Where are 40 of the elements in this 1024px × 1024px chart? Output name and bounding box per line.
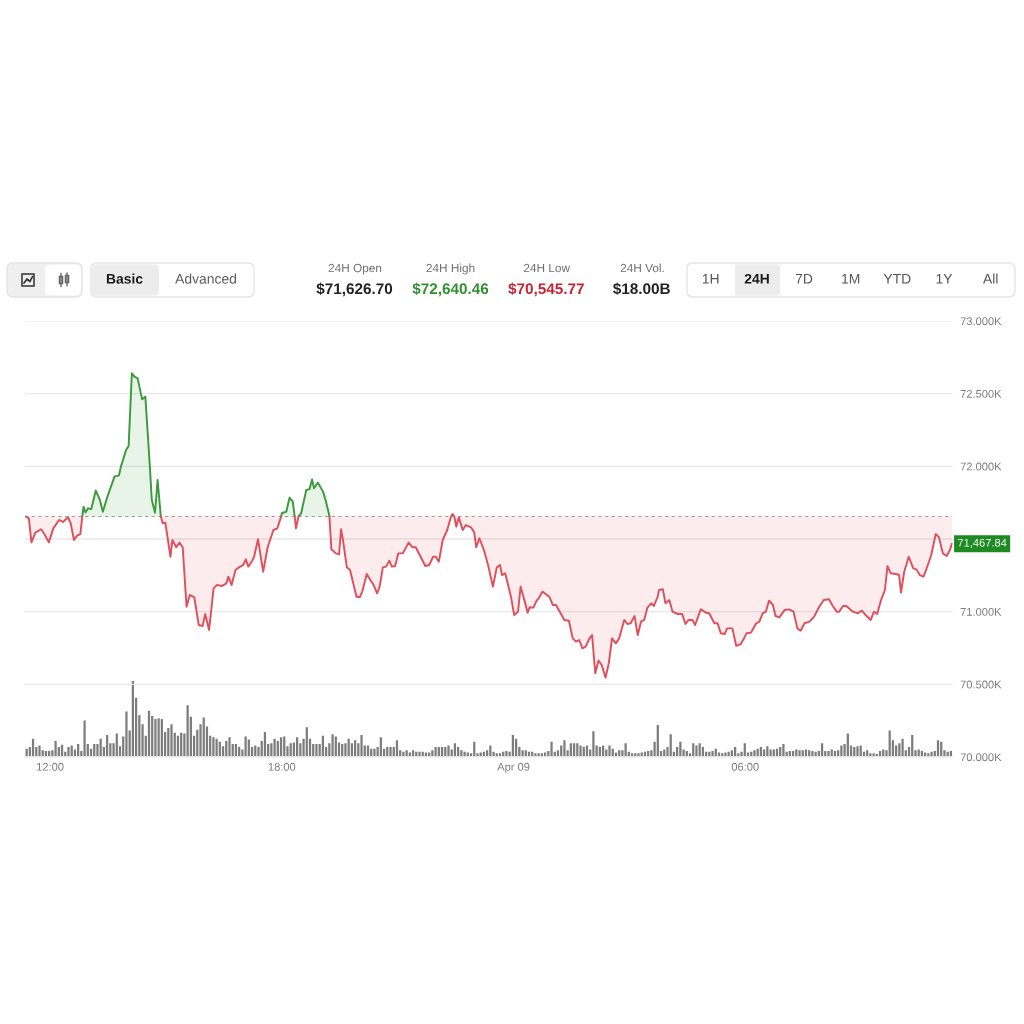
y-tick-label: 70.500K: [960, 680, 1002, 689]
y-tick-label: 71.000K: [960, 607, 1002, 616]
x-tick-label: 06:00: [731, 762, 759, 771]
text: $71,626.70: [316, 282, 393, 297]
bar: [125, 711, 128, 757]
x-tick-label: 12:00: [37, 762, 64, 771]
text: 24H Vol.: [620, 263, 664, 273]
bar: [592, 731, 595, 757]
text: Advanced: [175, 273, 236, 284]
text: 1Y: [936, 274, 953, 284]
text: All: [983, 273, 998, 284]
y-tick-label: 70.000K: [960, 753, 1002, 762]
y-tick-label: 72.500K: [960, 389, 1002, 398]
text: $72,640.46: [412, 282, 489, 297]
bar: [170, 724, 173, 757]
bar: [83, 720, 86, 757]
text: 1M: [842, 274, 860, 284]
x-tick-label: 18:00: [268, 762, 296, 771]
text: 1H: [702, 274, 719, 284]
y-tick-label: 72.000K: [960, 462, 1002, 471]
bar: [840, 745, 843, 757]
text: 24H High: [426, 263, 475, 275]
text: 24H Open: [328, 263, 382, 275]
text: YTD: [883, 274, 911, 284]
x-tick-label: Apr 09: [497, 762, 530, 773]
bar: [360, 734, 363, 757]
text: Basic: [106, 273, 143, 284]
bar: [54, 741, 57, 757]
bar: [228, 737, 231, 757]
bar: [563, 740, 566, 757]
text: 7D: [795, 274, 813, 284]
text: $70,545.77: [508, 282, 584, 297]
text: 24H Low: [524, 263, 571, 273]
bar: [901, 738, 904, 757]
text: $18.00B: [613, 282, 670, 296]
text: 24H: [744, 273, 769, 284]
bar: [550, 741, 553, 757]
annotation: 71,467.84: [957, 538, 1007, 548]
y-tick-label: 73.000K: [960, 317, 1002, 326]
bar: [624, 743, 627, 757]
